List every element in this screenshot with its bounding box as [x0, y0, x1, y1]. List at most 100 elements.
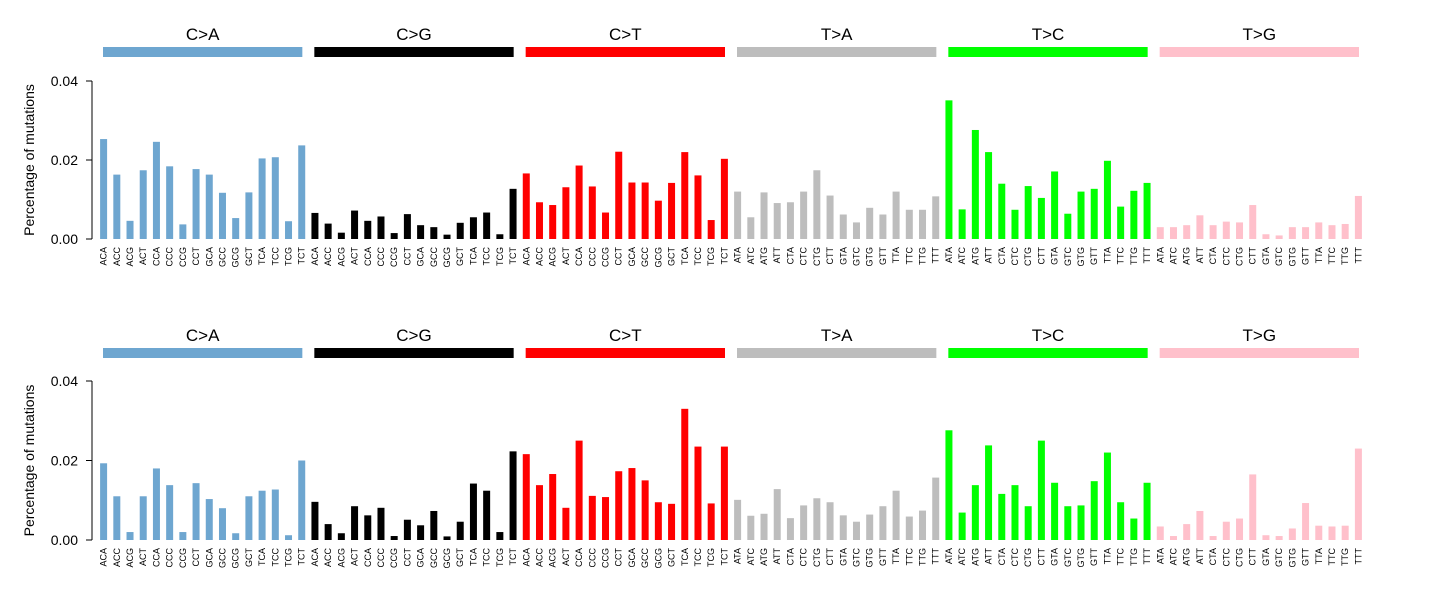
mutation-type-label: T>A — [821, 326, 853, 345]
x-category-label: GCT — [455, 548, 465, 568]
x-category-label: ACG — [336, 548, 346, 568]
x-category-label: GTT — [878, 247, 888, 265]
bar — [549, 474, 557, 540]
bar — [1169, 227, 1177, 239]
mutation-type-band — [314, 348, 514, 358]
x-category-label: CTA — [1208, 548, 1218, 565]
y-tick-label: 0.00 — [51, 532, 78, 548]
bar — [1130, 190, 1138, 239]
bar — [258, 490, 266, 540]
x-category-label: CCT — [402, 247, 412, 266]
bar — [258, 158, 266, 239]
bar — [549, 205, 557, 239]
bar — [985, 445, 993, 540]
bar — [654, 200, 662, 239]
x-category-label: ACT — [561, 246, 571, 265]
bar — [1354, 448, 1362, 540]
x-category-label: TCG — [284, 548, 294, 567]
mutation-type-label: T>C — [1032, 326, 1065, 345]
x-category-label: CCG — [601, 247, 611, 267]
bar — [826, 195, 834, 239]
bar — [760, 192, 768, 239]
x-category-label: TCG — [495, 247, 505, 266]
x-category-label: ACC — [112, 247, 122, 267]
x-category-label: GTA — [838, 247, 848, 265]
bar — [813, 170, 821, 239]
bar — [615, 471, 623, 540]
bar — [628, 182, 636, 239]
x-category-label: CCT — [191, 247, 201, 266]
x-category-label: CTC — [1221, 548, 1231, 567]
x-category-label: CCG — [178, 247, 188, 267]
x-category-label: TCA — [468, 548, 478, 566]
bar — [1222, 221, 1230, 239]
bar — [562, 187, 570, 239]
x-category-label: TCT — [508, 548, 518, 566]
bar — [192, 169, 200, 239]
bar — [1341, 223, 1349, 239]
x-category-label: GTT — [1301, 548, 1311, 566]
x-category-label: ACC — [323, 548, 333, 568]
bar — [852, 521, 860, 540]
bar — [734, 191, 742, 239]
bar — [694, 446, 702, 540]
bar — [641, 182, 649, 239]
bar — [337, 232, 345, 239]
bar — [1090, 481, 1098, 540]
x-category-label: TCC — [270, 247, 280, 266]
x-category-label: GTG — [1076, 247, 1086, 267]
bar — [866, 207, 874, 239]
x-category-label: CTA — [785, 247, 795, 264]
x-category-label: TTG — [1129, 548, 1139, 566]
x-category-label: CCA — [151, 247, 161, 266]
x-category-label: GTC — [1274, 247, 1284, 266]
x-category-label: ACC — [534, 548, 544, 568]
x-category-label: CCC — [165, 548, 175, 568]
x-category-label: ATA — [733, 247, 743, 263]
bar — [839, 515, 847, 540]
bar — [469, 483, 477, 540]
x-category-label: TTG — [918, 247, 928, 265]
mutation-type-band — [525, 348, 725, 358]
x-category-label: TTC — [1327, 548, 1337, 566]
x-category-label: ATA — [1155, 548, 1165, 564]
bar — [1262, 535, 1270, 540]
x-category-label: CTA — [1208, 247, 1218, 264]
x-category-label: TCG — [284, 247, 294, 266]
bar — [271, 157, 279, 239]
x-category-label: CTC — [1010, 548, 1020, 567]
mutation-type-band — [1159, 348, 1359, 358]
y-tick-label: 0.02 — [51, 453, 78, 469]
x-category-label: CCT — [614, 548, 624, 567]
x-category-label: GCC — [429, 548, 439, 569]
bar — [1051, 482, 1059, 540]
x-category-label: TTC — [1327, 247, 1337, 265]
bar — [1315, 525, 1323, 540]
x-category-label: ATT — [1195, 548, 1205, 565]
x-category-label: GTT — [1089, 548, 1099, 566]
bar — [443, 234, 451, 239]
bar — [945, 430, 953, 540]
bar — [535, 485, 543, 540]
x-category-label: GTA — [838, 548, 848, 566]
mutation-type-band — [737, 348, 937, 358]
x-category-label: TTC — [904, 247, 914, 265]
bar — [1064, 213, 1072, 239]
x-category-label: TCT — [719, 548, 729, 566]
bar — [668, 503, 676, 540]
x-category-label: GTC — [1274, 548, 1284, 567]
x-category-label: GTA — [1261, 548, 1271, 566]
bar — [1011, 485, 1019, 540]
mutation-type-band — [1159, 47, 1359, 57]
x-category-label: CTT — [1036, 247, 1046, 265]
x-category-label: ACG — [125, 548, 135, 568]
bar — [1156, 526, 1164, 540]
bar — [681, 408, 689, 540]
bar — [113, 496, 121, 540]
bar — [469, 217, 477, 239]
mutation-type-band — [103, 348, 303, 358]
bar — [1328, 526, 1336, 540]
x-category-label: GCT — [244, 548, 254, 568]
x-category-label: TCC — [270, 548, 280, 567]
bar — [1037, 440, 1045, 540]
